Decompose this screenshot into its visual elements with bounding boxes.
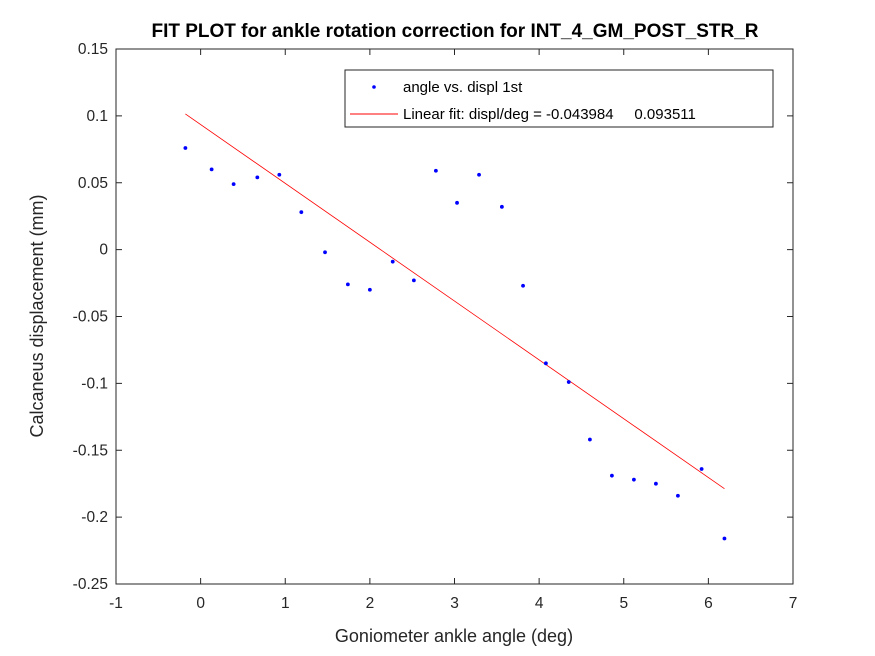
fit-line-layer (185, 113, 725, 490)
data-point (654, 481, 658, 486)
data-point (521, 283, 525, 288)
x-tick-label: 0 (196, 595, 205, 612)
y-tick-label: -0.25 (73, 576, 108, 593)
x-tick-label: 7 (789, 595, 798, 612)
data-point (433, 168, 438, 173)
y-axis-label: Calcaneus displacement (mm) (27, 194, 47, 437)
y-tick-label: 0 (99, 242, 108, 259)
legend-point-marker (372, 85, 376, 89)
data-point (390, 259, 395, 264)
x-axis-ticks: -1 0 1 2 3 4 5 6 7 (109, 49, 797, 612)
data-point (411, 278, 416, 283)
data-point (676, 493, 680, 498)
y-tick-label: -0.15 (73, 442, 108, 459)
y-axis-ticks: 0.15 0.1 0.05 0 -0.05 -0.1 -0.15 -0.2 -0.25 (73, 41, 793, 593)
y-tick-label: -0.2 (81, 509, 108, 526)
data-point (632, 477, 636, 482)
x-tick-label: 4 (535, 595, 544, 612)
x-tick-label: 3 (450, 595, 459, 612)
legend: angle vs. displ 1st Linear fit: displ/de… (344, 69, 774, 128)
data-point (722, 536, 727, 541)
data-point (699, 467, 704, 471)
data-point (367, 287, 372, 292)
y-tick-label: 0.05 (78, 175, 108, 192)
plot-area (115, 48, 794, 585)
data-point (255, 175, 260, 180)
chart-title: FIT PLOT for ankle rotation correction f… (151, 21, 758, 42)
data-points-layer (183, 146, 727, 541)
data-point (588, 437, 592, 442)
y-tick-label: 0.1 (86, 108, 108, 125)
data-point (610, 473, 614, 478)
data-point (566, 380, 571, 384)
data-point (543, 361, 548, 366)
legend-label-points: angle vs. displ 1st (403, 79, 523, 96)
legend-box (344, 69, 774, 128)
data-point (209, 167, 214, 172)
x-axis-label: Goniometer ankle angle (deg) (335, 626, 573, 646)
x-tick-label: 5 (619, 595, 628, 612)
data-point (477, 172, 481, 177)
y-tick-label: -0.05 (73, 309, 108, 326)
data-point (345, 282, 350, 287)
data-point (323, 250, 327, 255)
x-tick-label: 1 (281, 595, 290, 612)
data-point (277, 172, 282, 177)
data-point (455, 200, 459, 205)
data-point (231, 182, 236, 186)
x-tick-label: -1 (109, 595, 123, 612)
y-tick-label: -0.1 (81, 375, 108, 392)
data-point (183, 146, 188, 150)
data-point (299, 210, 304, 215)
x-tick-label: 2 (366, 595, 375, 612)
linear-fit-line (185, 113, 725, 490)
y-tick-label: 0.15 (78, 41, 108, 58)
x-tick-label: 6 (704, 595, 713, 612)
legend-label-fit: Linear fit: displ/deg = -0.043984 0.0935… (403, 106, 696, 123)
data-point (499, 204, 504, 209)
